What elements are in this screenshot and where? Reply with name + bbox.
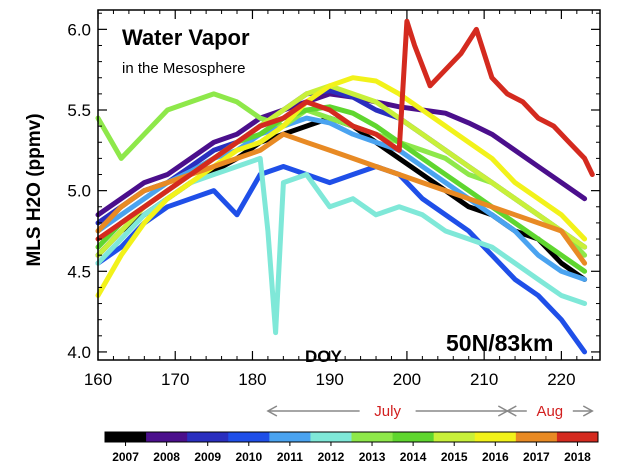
legend-swatch-2014 <box>392 432 435 442</box>
legend-label: 2017 <box>523 450 550 464</box>
y-tick-label: 5.5 <box>67 101 91 120</box>
y-tick-label: 4.0 <box>67 343 91 362</box>
x-tick-label: 200 <box>393 370 421 389</box>
legend-label: 2018 <box>564 450 591 464</box>
y-tick-label: 4.5 <box>67 262 91 281</box>
series-line-2010 <box>95 164 588 355</box>
x-tick-label: 180 <box>238 370 266 389</box>
legend-label: 2010 <box>235 450 262 464</box>
x-tick-label: 190 <box>316 370 344 389</box>
month-arrow-head <box>582 405 594 417</box>
legend-swatch-2009 <box>187 432 229 442</box>
legend-swatch-2008 <box>146 432 188 442</box>
legend-label: 2015 <box>441 450 468 464</box>
legend-label: 2016 <box>482 450 509 464</box>
month-arrow-head <box>505 405 517 417</box>
month-label: Aug <box>536 403 563 420</box>
chart-title: Water Vapor <box>122 25 250 50</box>
x-tick-label: 220 <box>547 370 575 389</box>
legend-swatch-2016 <box>474 432 517 442</box>
legend-swatch-2017 <box>515 432 558 442</box>
y-axis-label: MLS H2O (ppmv) <box>24 113 45 266</box>
series-line-2012 <box>95 155 588 336</box>
axis-layer: 160 170 180 190 200 210 220 4.0 4.5 5.0 5.5 6.0 <box>67 10 600 389</box>
legend-label: 2012 <box>318 450 345 464</box>
legend-swatch-2013 <box>351 432 394 442</box>
legend-bar-frame <box>104 431 599 443</box>
series-line-2009 <box>95 88 588 250</box>
month-arrow-head <box>266 405 278 417</box>
legend-swatch-2012 <box>310 432 352 442</box>
legend-label: 2013 <box>359 450 386 464</box>
x-tick-label: 160 <box>84 370 112 389</box>
plot-frame <box>97 9 601 361</box>
month-label: July <box>374 403 401 420</box>
series-line-2018 <box>95 18 595 242</box>
chart-subtitle: in the Mesosphere <box>122 60 245 77</box>
legend-swatch-2018 <box>556 432 599 442</box>
y-tick-label: 5.0 <box>67 182 91 201</box>
y-tick-label: 6.0 <box>67 20 91 39</box>
legend-swatch-2007 <box>105 432 147 442</box>
legend-swatch-2015 <box>433 432 476 442</box>
series-layer <box>95 18 595 355</box>
legend-swatch-2010 <box>228 432 270 442</box>
location-annotation: 50N/83km <box>446 330 553 356</box>
legend-label: 2014 <box>400 450 427 464</box>
x-axis-label: DOY <box>305 347 343 366</box>
legend-label: 2008 <box>153 450 180 464</box>
series-line-2016 <box>95 75 588 298</box>
legend-label: 2011 <box>277 450 303 464</box>
legend-label: 2007 <box>112 450 139 464</box>
legend-swatch-2011 <box>269 432 311 442</box>
series-line-2017 <box>95 131 588 266</box>
x-tick-label: 170 <box>161 370 189 389</box>
legend-label: 2009 <box>194 450 221 464</box>
legend: 2007 2008 2009 2010 2011 2012 2013 2014 2015 2016… <box>104 431 599 464</box>
x-tick-label: 210 <box>470 370 498 389</box>
month-markers: July Aug <box>266 403 594 420</box>
